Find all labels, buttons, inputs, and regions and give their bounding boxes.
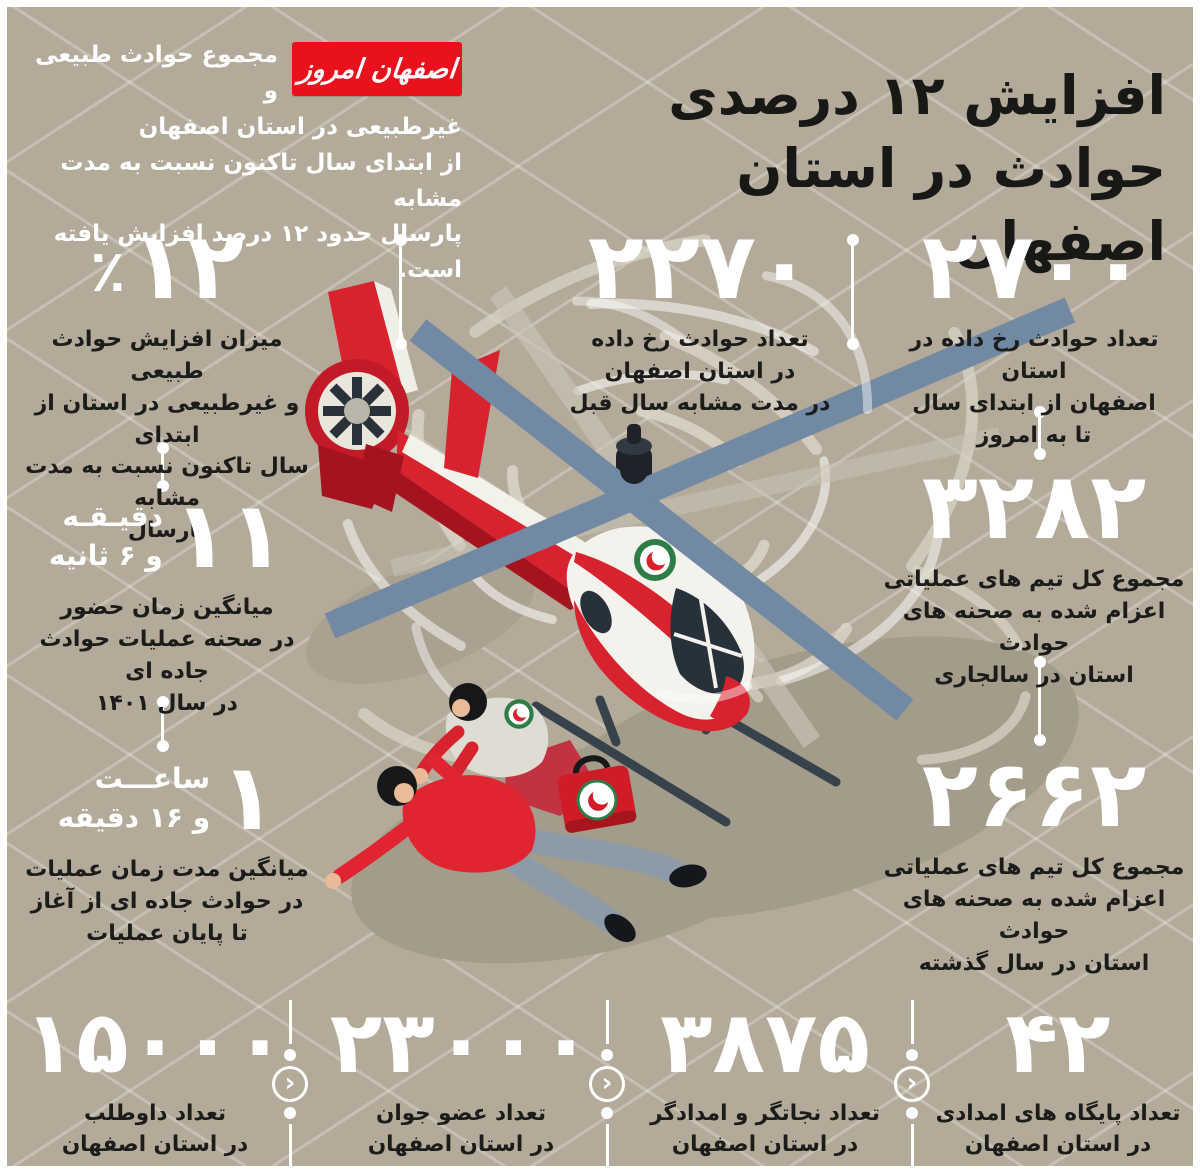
rotor-wash-swirls [301,230,1033,770]
stat-young-members: ۲۳۰۰۰ تعداد عضو جوان در استان اصفهان [318,993,604,1160]
stat-value: ۳۲۸۲ [921,453,1147,560]
stat-value: ۲۳۰۰۰ [329,993,593,1093]
connector-line [1038,412,1041,454]
rotor-blade [324,297,1076,639]
connector-line [161,702,164,746]
connector-line [161,448,164,486]
fuselage [566,526,755,732]
stat-accidents-last-year: ۲۲۷۰ تعداد حوادث رخ داده در استان اصفهان… [532,220,868,420]
intro-block: اصفهان امروز مجموع حوادث طبیعی و غیرطبیع… [26,38,462,289]
stat-description: تعداد پایگاه های امدادی در استان اصفهان [935,1100,1181,1157]
connector-line [399,240,402,344]
isfahan-emrooz-logo: اصفهان امروز [292,42,462,96]
stat-description: تعداد عضو جوان در استان اصفهان [367,1100,555,1157]
stat-value: ۲۷۰۰ [921,213,1147,320]
stat-volunteers: ۱۵۰۰۰ تعداد داوطلب در استان اصفهان [12,993,298,1160]
time-unit-top: ساعـــت [94,761,211,795]
first-aid-kit [557,755,637,833]
rotor-blade [409,319,914,721]
rotor-wash-overlay [407,267,873,733]
stat-avg-response-time: ۱۱ دقیـقـه و ۶ ثانیه میانگین زمان حضور د… [22,490,312,720]
chevron-left-icon: ‹ [894,1066,930,1102]
stat-description: میانگین مدت زمان عملیات در حوادث جاده ای… [25,857,309,946]
intro-text: مجموع حوادث طبیعی و غیرطبیعی در استان اص… [35,42,462,284]
stat-description: تعداد نجاتگر و امدادگر در استان اصفهان [650,1100,880,1157]
connector-line [851,240,854,344]
stat-value: ۱ ساعـــت و ۱۶ دقیقه [57,744,277,851]
time-unit-bottom: و ۶ ثانیه [48,539,163,572]
time-unit-top: دقیـقـه [62,499,163,533]
stat-description: میزان افزایش حوادث طبیعی و غیرطبیعی در ا… [25,326,309,544]
stat-value: ۱۱ دقیـقـه و ۶ ثانیه [48,482,286,589]
stat-value: ۲۲۷۰ [587,213,813,320]
chevron-left-icon: ‹ [589,1066,625,1102]
stat-description: مجموع کل تیم های عملیاتی اعزام شده به صح… [883,854,1185,976]
stat-relief-bases: ۴۲ تعداد پایگاه های امدادی در استان اصفه… [930,993,1186,1160]
stat-description: تعداد حوادث رخ داده در استان اصفهان از ا… [909,326,1159,448]
bottom-divider: ‹ [270,1000,310,1168]
stat-teams-last-year: ۲۶۶۲ مجموع کل تیم های عملیاتی اعزام شده … [878,748,1190,979]
side-window [580,590,612,634]
stat-description: میانگین زمان حضور در صحنه عملیات حوادث ج… [39,595,295,716]
stat-value: ۴۲ [1005,993,1111,1093]
bottom-divider: ‹ [892,1000,932,1168]
stat-value: ۲۶۶۲ [921,741,1147,848]
stat-rescuers: ۳۸۷۵ تعداد نجاتگر و امدادگر در استان اصف… [622,993,908,1160]
chevron-left-icon: ‹ [272,1066,308,1102]
bottom-divider: ‹ [587,1000,627,1168]
stat-value: ۳۸۷۵ [660,993,870,1093]
red-crescent-emblem [634,539,676,581]
red-crescent-emblem [504,699,534,729]
stat-percent-increase: ٪ ۱۲ میزان افزایش حوادث طبیعی و غیرطبیعی… [22,220,312,547]
title-line-2: حوادث در استان اصفهان [736,137,1166,273]
stat-avg-operation-duration: ۱ ساعـــت و ۱۶ دقیقه میانگین مدت زمان عم… [22,752,312,950]
tail-assembly [305,281,418,509]
percent-sign: ٪ [90,237,126,305]
title-line-1: افزایش ۱۲ درصدی [668,64,1166,128]
stat-teams-this-year: ۳۲۸۲ مجموع کل تیم های عملیاتی اعزام شده … [878,460,1190,691]
time-unit-bottom: و ۱۶ دقیقه [57,801,211,834]
stabilizer-fin-lower [356,444,404,512]
stat-description: مجموع کل تیم های عملیاتی اعزام شده به صح… [883,566,1185,688]
stat-value: ۱۵۰۰۰ [23,993,287,1093]
page-title: افزایش ۱۲ درصدی حوادث در استان اصفهان [586,60,1166,279]
stat-value: ٪ ۱۲ [90,213,244,320]
stat-description: تعداد حوادث رخ داده در استان اصفهان در م… [569,326,831,416]
injured-person-figure [325,753,707,943]
logo-text: اصفهان امروز [296,53,458,85]
stat-accidents-this-year: ۲۷۰۰ تعداد حوادث رخ داده در استان اصفهان… [878,220,1190,451]
stat-description: تعداد داوطلب در استان اصفهان [61,1100,249,1157]
main-rotor [324,297,1076,721]
connector-line [1038,662,1041,740]
